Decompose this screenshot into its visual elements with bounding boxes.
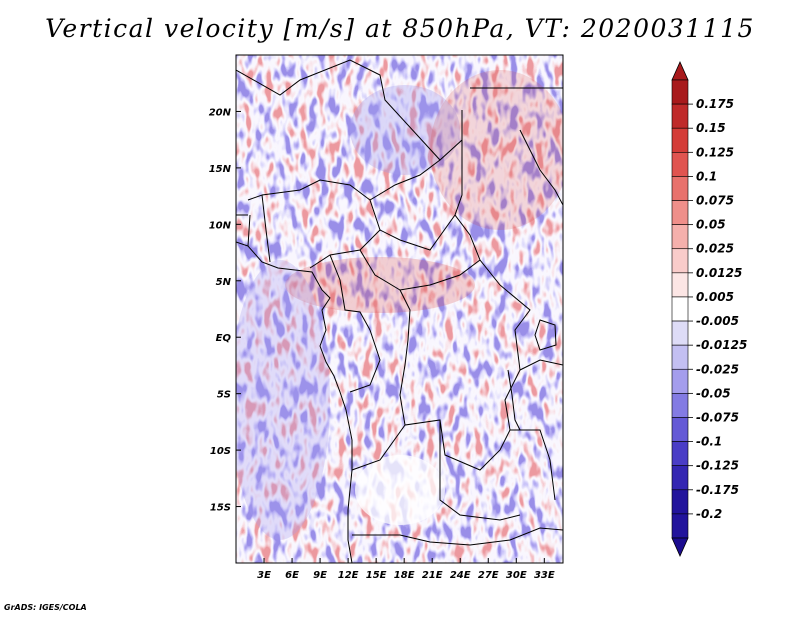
colorbar-label: 0.125	[696, 145, 734, 159]
lat-tick-label: 5S	[217, 390, 231, 401]
colorbar-swatch	[671, 320, 689, 346]
lat-tick-label: 15N	[209, 164, 232, 175]
downward-motion-region-central	[285, 257, 475, 313]
colorbar-label: -0.2	[696, 507, 722, 521]
colorbar: 0.175 0.15 0.125 0.1 0.075 0.05 0.025 0.0125 0.0…	[671, 61, 747, 557]
colorbar-swatch	[671, 513, 689, 539]
lon-tick-label: 12E	[338, 570, 359, 581]
grads-credit: GrADS: IGES/COLA	[4, 603, 87, 612]
lon-tick-label: 9E	[313, 570, 327, 581]
map-title: Vertical velocity [m/s] at 850hPa, VT: 2…	[45, 14, 755, 43]
border-east-africa	[470, 87, 563, 501]
colorbar-swatch	[671, 224, 689, 250]
lat-tick-label: 15S	[210, 503, 231, 514]
border-drc	[349, 284, 531, 471]
border-cameroon	[329, 254, 371, 331]
colorbar-label: 0.0125	[696, 266, 742, 280]
colorbar-swatch	[671, 296, 689, 322]
lat-tick-label: 10N	[209, 220, 232, 231]
lat-tick-label: 20N	[209, 107, 232, 118]
latitude-axis: 20N 15N 10N 5N EQ 5S 10S 15S	[209, 107, 241, 514]
plot-frame	[235, 54, 564, 564]
border-chad-sudan	[454, 110, 501, 286]
lon-tick-label: 24E	[450, 570, 471, 581]
colorbar-swatch	[671, 489, 689, 515]
colorbar-swatch	[671, 417, 689, 442]
colorbar-swatch	[671, 176, 689, 201]
downward-motion-region-sudan	[430, 70, 563, 230]
lon-tick-label: 3E	[257, 570, 271, 581]
colorbar-label: 0.025	[696, 242, 734, 256]
colorbar-label: -0.025	[696, 362, 739, 376]
colorbar-swatch	[671, 248, 689, 274]
colorbar-swatch	[671, 79, 689, 105]
colorbar-label: -0.125	[696, 459, 739, 473]
colorbar-swatch	[671, 127, 689, 153]
colorbar-top-arrow	[671, 61, 689, 81]
coastline-west-africa	[236, 241, 353, 563]
colorbar-swatch	[671, 272, 689, 298]
lat-tick-label: 10S	[210, 446, 231, 457]
colorbar-label: -0.0125	[696, 338, 747, 352]
colorbar-swatch	[671, 344, 689, 370]
political-boundaries	[236, 59, 563, 563]
colorbar-label: 0.05	[696, 218, 726, 232]
colorbar-label: 0.1	[696, 169, 717, 183]
colorbar-label: 0.175	[696, 97, 734, 111]
longitude-axis: 3E 6E 9E 12E 15E 18E 21E 24E 27E 30E 33E	[257, 558, 555, 581]
colorbar-swatch	[671, 441, 689, 466]
colorbar-label: 0.005	[696, 290, 734, 304]
colorbar-swatch	[671, 152, 689, 177]
colorbar-swatch	[671, 103, 689, 129]
colorbar-swatch	[671, 393, 689, 418]
lon-tick-label: 6E	[285, 570, 299, 581]
colorbar-label: -0.175	[696, 483, 739, 497]
plot-area	[236, 55, 563, 563]
lon-tick-label: 33E	[534, 570, 555, 581]
colorbar-swatch	[671, 465, 689, 491]
colorbar-swatch	[671, 368, 689, 394]
lat-tick-label: EQ	[216, 333, 232, 344]
colorbar-label: -0.075	[696, 410, 739, 424]
border-mali-niger	[236, 59, 463, 161]
upward-motion-region-atlantic	[236, 260, 330, 540]
colorbar-label: -0.05	[696, 386, 731, 400]
border-angola	[351, 420, 521, 521]
lat-tick-label: 5N	[216, 277, 232, 288]
border-chad	[369, 159, 456, 251]
lon-tick-label: 30E	[506, 570, 527, 581]
colorbar-label: -0.005	[696, 314, 739, 328]
colorbar-label: -0.1	[696, 435, 722, 449]
lon-tick-label: 27E	[478, 570, 499, 581]
colorbar-label: 0.075	[696, 194, 734, 208]
colorbar-swatch	[671, 200, 689, 225]
calm-region-angola	[355, 455, 445, 525]
border-west-coast-states	[236, 194, 271, 263]
lon-tick-label: 21E	[422, 570, 443, 581]
border-south	[352, 527, 563, 546]
lon-tick-label: 18E	[394, 570, 415, 581]
colorbar-bottom-arrow	[671, 537, 689, 557]
border-car	[359, 249, 481, 291]
lake-tanganyika	[507, 369, 521, 431]
lake-victoria	[534, 319, 557, 351]
colorbar-label: 0.15	[696, 121, 726, 135]
lon-tick-label: 15E	[366, 570, 387, 581]
